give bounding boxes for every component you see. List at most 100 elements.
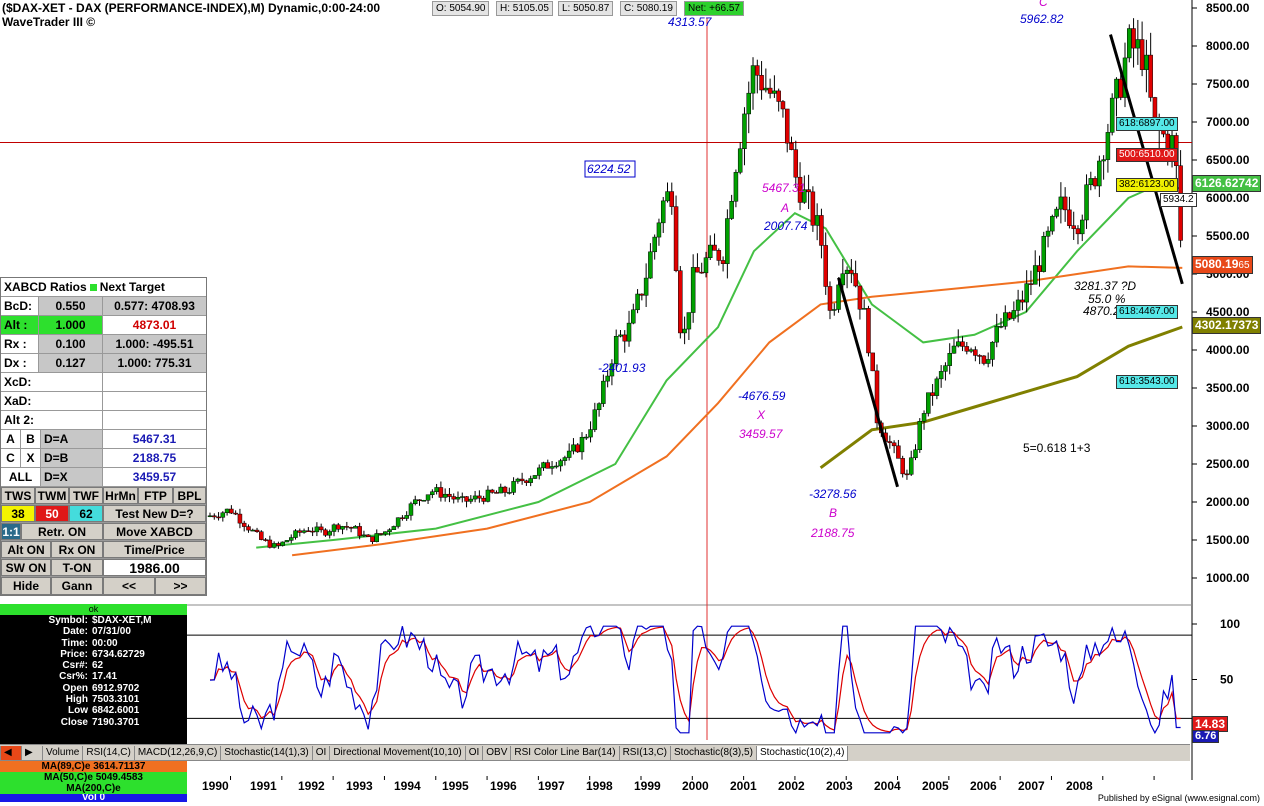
- rx-on-button[interactable]: Rx ON: [51, 541, 103, 558]
- tab-stochastic-14[interactable]: Stochastic(14(1),3): [220, 745, 313, 761]
- twm-button[interactable]: TWM: [35, 487, 69, 504]
- candle: [690, 254, 696, 323]
- hide-button[interactable]: Hide: [1, 577, 51, 595]
- candle-body: [348, 527, 354, 529]
- year-label: 2001: [730, 779, 757, 793]
- candle: [648, 243, 653, 279]
- candle-body: [686, 312, 692, 330]
- ratio-1-1-button[interactable]: 1:1: [1, 523, 21, 540]
- tab-rsi-color-line-bar[interactable]: RSI Color Line Bar(14): [510, 745, 620, 761]
- candle: [1135, 19, 1141, 65]
- tab-oi-2[interactable]: OI: [464, 745, 484, 761]
- year-label: 1993: [346, 779, 373, 793]
- candle-body: [921, 413, 927, 422]
- candle-body: [314, 526, 320, 533]
- ma-line-MA(89,C)e: [291, 265, 1183, 557]
- candle-body: [960, 341, 965, 347]
- candle-body: [541, 462, 546, 469]
- tab-oi[interactable]: OI: [311, 745, 331, 761]
- candle: [284, 539, 290, 543]
- chart-annotation: 3459.57: [739, 427, 784, 441]
- candle: [250, 528, 256, 532]
- pair-b-button[interactable]: B: [21, 430, 41, 448]
- tws-button[interactable]: TWS: [1, 487, 35, 504]
- sw-on-button[interactable]: SW ON: [1, 559, 51, 576]
- chart-annotation: 3281.37 ?D: [1074, 279, 1136, 293]
- t-on-button[interactable]: T-ON: [51, 559, 103, 576]
- pair-d-eq-x[interactable]: D=X: [41, 468, 103, 486]
- tab-scroll-right-icon[interactable]: ▶: [21, 745, 43, 761]
- tab-obv[interactable]: OBV: [482, 745, 512, 761]
- candle: [1024, 270, 1029, 313]
- pair-a-button[interactable]: A: [1, 430, 21, 448]
- candle-body: [1161, 130, 1166, 135]
- prev-button[interactable]: <<: [103, 577, 155, 595]
- candle: [460, 492, 465, 503]
- time-price-button[interactable]: Time/Price: [103, 541, 206, 558]
- candle: [780, 100, 786, 118]
- test-new-d-button[interactable]: Test New D=?: [103, 505, 206, 522]
- dw-label: Date:: [62, 626, 88, 638]
- candle: [613, 329, 619, 370]
- candle: [519, 472, 525, 485]
- tab-rsi-14[interactable]: RSI(14,C): [82, 745, 135, 761]
- chart-annotation: A: [780, 201, 789, 215]
- hrmn-button[interactable]: HrMn: [103, 487, 138, 504]
- tab-rsi-13[interactable]: RSI(13,C): [618, 745, 672, 761]
- pair-c-button[interactable]: C: [1, 449, 21, 467]
- candle-body: [832, 309, 837, 311]
- candle: [767, 78, 773, 99]
- fib-50-button[interactable]: 50: [35, 505, 69, 522]
- candle-body: [652, 236, 657, 253]
- pair-all-button[interactable]: ALL: [1, 468, 41, 486]
- candle: [891, 440, 897, 454]
- ratio-target-rx: 1.000: -495.51: [103, 335, 206, 353]
- vol-label: Vol 0: [0, 794, 187, 802]
- twf-button[interactable]: TWF: [69, 487, 103, 504]
- candle-body: [1114, 78, 1119, 99]
- gann-button[interactable]: Gann: [51, 577, 103, 595]
- pair-d-eq-a[interactable]: D=A: [41, 430, 103, 448]
- tab-scroll-left-icon[interactable]: ◀: [0, 745, 22, 761]
- last-price-suffix: 65: [1238, 260, 1250, 271]
- alt-on-button[interactable]: Alt ON: [1, 541, 51, 558]
- tab-macd[interactable]: MACD(12,26,9,C): [133, 745, 222, 761]
- next-button[interactable]: >>: [155, 577, 206, 595]
- candle-body: [442, 493, 448, 498]
- ratio-label-alt[interactable]: Alt :: [1, 316, 39, 334]
- fib-62-button[interactable]: 62: [69, 505, 103, 522]
- move-xabcd-button[interactable]: Move XABCD: [103, 523, 206, 540]
- candle-body: [472, 495, 478, 500]
- candle-body: [802, 189, 807, 203]
- ftp-button[interactable]: FTP: [138, 487, 173, 504]
- candle-body: [729, 201, 734, 219]
- tab-stochastic-8[interactable]: Stochastic(8(3),5): [670, 745, 757, 761]
- ratio-target-alt: 4873.01: [103, 316, 206, 334]
- tab-volume[interactable]: Volume: [42, 745, 84, 761]
- candle: [618, 329, 623, 338]
- pair-x-button[interactable]: X: [21, 449, 41, 467]
- retr-on-button[interactable]: Retr. ON: [21, 523, 103, 540]
- candle: [1041, 231, 1047, 273]
- candle-body: [1041, 236, 1047, 272]
- candle: [259, 530, 264, 541]
- candle-body: [566, 450, 572, 458]
- candle-body: [806, 189, 811, 193]
- candle: [558, 458, 563, 472]
- candle: [280, 541, 285, 547]
- fib-38-button[interactable]: 38: [1, 505, 35, 522]
- bpl-button[interactable]: BPL: [173, 487, 206, 504]
- candle-body: [1144, 54, 1149, 70]
- candle-body: [943, 365, 948, 372]
- candle: [917, 418, 923, 453]
- price-value-field[interactable]: 1986.00: [103, 559, 206, 576]
- chart-annotation: 4313.57: [668, 15, 713, 29]
- candle: [579, 432, 585, 460]
- candle-body: [994, 326, 999, 343]
- price-tick-label: 7500.00: [1206, 77, 1250, 91]
- candle-body: [870, 352, 875, 372]
- tab-directional-movement[interactable]: Directional Movement(10,10): [329, 745, 466, 761]
- candle: [994, 313, 999, 348]
- tab-stochastic-10[interactable]: Stochastic(10(2),4): [755, 745, 849, 761]
- pair-d-eq-b[interactable]: D=B: [41, 449, 103, 467]
